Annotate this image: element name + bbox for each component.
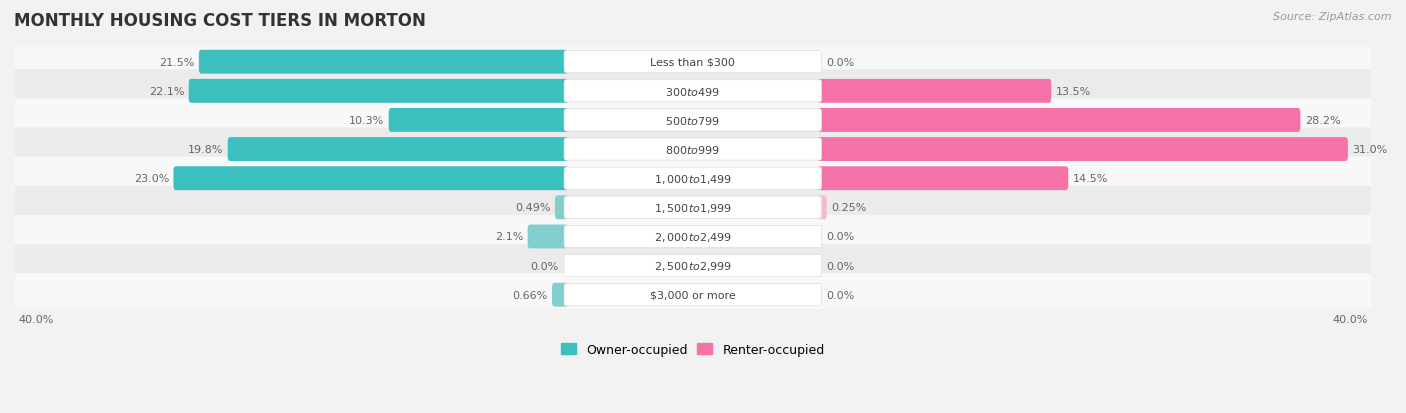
Text: MONTHLY HOUSING COST TIERS IN MORTON: MONTHLY HOUSING COST TIERS IN MORTON <box>14 12 426 30</box>
Text: 22.1%: 22.1% <box>149 87 184 97</box>
Text: $2,000 to $2,499: $2,000 to $2,499 <box>654 230 733 243</box>
Text: $1,500 to $1,999: $1,500 to $1,999 <box>654 202 733 214</box>
Text: 0.0%: 0.0% <box>827 232 855 242</box>
FancyBboxPatch shape <box>228 138 568 161</box>
FancyBboxPatch shape <box>817 80 1052 104</box>
Text: 14.5%: 14.5% <box>1073 174 1108 184</box>
Text: $300 to $499: $300 to $499 <box>665 85 720 97</box>
FancyBboxPatch shape <box>817 138 1348 161</box>
Text: 0.66%: 0.66% <box>513 290 548 300</box>
FancyBboxPatch shape <box>10 70 1376 113</box>
Text: 0.0%: 0.0% <box>827 290 855 300</box>
FancyBboxPatch shape <box>10 41 1376 84</box>
FancyBboxPatch shape <box>564 197 821 219</box>
FancyBboxPatch shape <box>564 284 821 306</box>
FancyBboxPatch shape <box>10 99 1376 142</box>
FancyBboxPatch shape <box>564 109 821 132</box>
Text: 23.0%: 23.0% <box>134 174 169 184</box>
Text: 0.0%: 0.0% <box>530 261 560 271</box>
Text: 0.0%: 0.0% <box>827 57 855 67</box>
FancyBboxPatch shape <box>564 81 821 103</box>
Text: $800 to $999: $800 to $999 <box>665 144 720 156</box>
Text: 28.2%: 28.2% <box>1305 116 1340 126</box>
FancyBboxPatch shape <box>10 244 1376 287</box>
Text: 19.8%: 19.8% <box>188 145 224 155</box>
Text: $500 to $799: $500 to $799 <box>665 115 720 127</box>
FancyBboxPatch shape <box>564 168 821 190</box>
FancyBboxPatch shape <box>817 167 1069 191</box>
Text: 0.49%: 0.49% <box>515 203 551 213</box>
FancyBboxPatch shape <box>564 255 821 277</box>
Text: Source: ZipAtlas.com: Source: ZipAtlas.com <box>1274 12 1392 22</box>
FancyBboxPatch shape <box>10 273 1376 316</box>
Text: 10.3%: 10.3% <box>349 116 384 126</box>
FancyBboxPatch shape <box>564 226 821 248</box>
FancyBboxPatch shape <box>10 186 1376 229</box>
Text: 13.5%: 13.5% <box>1056 87 1091 97</box>
Text: Less than $300: Less than $300 <box>651 57 735 67</box>
FancyBboxPatch shape <box>10 157 1376 200</box>
Legend: Owner-occupied, Renter-occupied: Owner-occupied, Renter-occupied <box>555 338 830 361</box>
FancyBboxPatch shape <box>10 216 1376 259</box>
Text: $1,000 to $1,499: $1,000 to $1,499 <box>654 172 733 185</box>
FancyBboxPatch shape <box>10 128 1376 171</box>
FancyBboxPatch shape <box>173 167 568 191</box>
Text: $2,500 to $2,999: $2,500 to $2,999 <box>654 259 733 273</box>
FancyBboxPatch shape <box>817 196 827 220</box>
Text: 0.0%: 0.0% <box>827 261 855 271</box>
FancyBboxPatch shape <box>527 225 568 249</box>
FancyBboxPatch shape <box>188 80 568 104</box>
FancyBboxPatch shape <box>564 139 821 161</box>
FancyBboxPatch shape <box>555 196 568 220</box>
FancyBboxPatch shape <box>553 283 568 307</box>
Text: 0.25%: 0.25% <box>831 203 866 213</box>
Text: 40.0%: 40.0% <box>18 314 53 324</box>
FancyBboxPatch shape <box>564 52 821 74</box>
Text: 40.0%: 40.0% <box>1331 314 1368 324</box>
FancyBboxPatch shape <box>198 51 568 74</box>
FancyBboxPatch shape <box>388 109 568 133</box>
FancyBboxPatch shape <box>817 109 1301 133</box>
Text: 2.1%: 2.1% <box>495 232 523 242</box>
Text: 21.5%: 21.5% <box>159 57 194 67</box>
Text: 31.0%: 31.0% <box>1353 145 1388 155</box>
Text: $3,000 or more: $3,000 or more <box>650 290 735 300</box>
